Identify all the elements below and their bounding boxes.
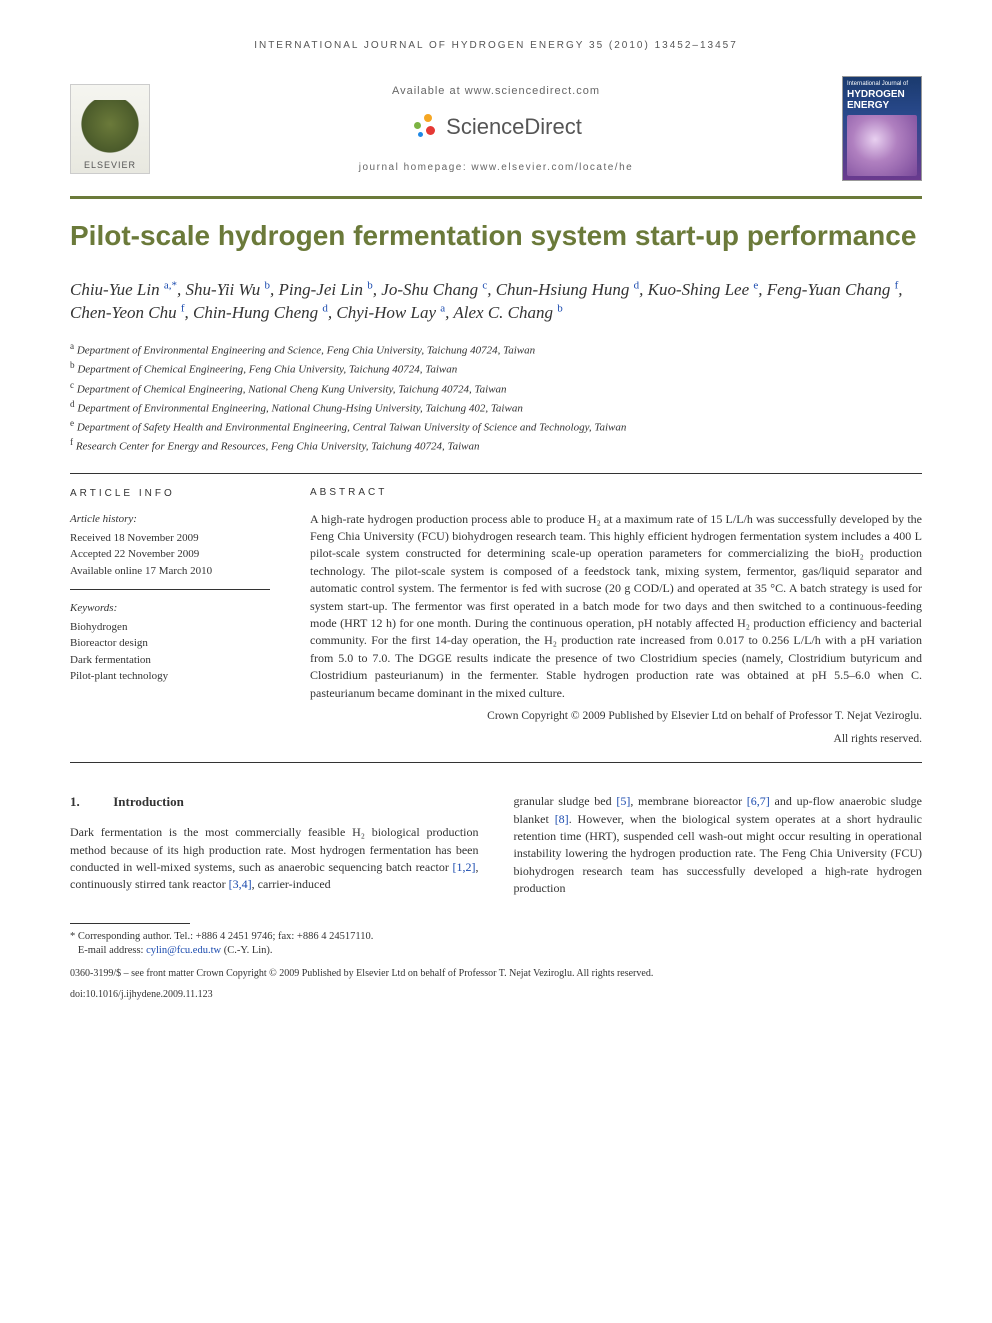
abstract-copyright-2: All rights reserved. (310, 731, 922, 748)
accepted-date: Accepted 22 November 2009 (70, 546, 270, 563)
email-label: E-mail address: (78, 945, 146, 956)
sciencedirect-dots-icon (410, 112, 440, 142)
ref-link[interactable]: [5] (616, 794, 630, 808)
body-col-right: granular sludge bed [5], membrane biorea… (514, 793, 923, 897)
online-date: Available online 17 March 2010 (70, 563, 270, 580)
journal-homepage: journal homepage: www.elsevier.com/locat… (150, 162, 842, 173)
received-date: Received 18 November 2009 (70, 530, 270, 547)
keyword: Pilot-plant technology (70, 668, 270, 685)
article-info: ARTICLE INFO Article history: Received 1… (70, 486, 270, 747)
abstract: ABSTRACT A high-rate hydrogen production… (310, 486, 922, 747)
cover-title-1: HYDROGEN (847, 89, 917, 100)
body-col-left: 1. Introduction Dark fermentation is the… (70, 793, 479, 897)
section-1-para-left: Dark fermentation is the most commercial… (70, 824, 479, 894)
cover-image (847, 115, 917, 176)
section-1-title: Introduction (113, 794, 184, 809)
affiliation: d Department of Environmental Engineerin… (70, 398, 922, 417)
section-1-num: 1. (70, 793, 110, 812)
affiliation: b Department of Chemical Engineering, Fe… (70, 359, 922, 378)
sciencedirect-logo: ScienceDirect (410, 112, 582, 142)
cover-title-2: ENERGY (847, 100, 917, 111)
elsevier-tree-icon (80, 100, 140, 160)
footer-copyright: 0360-3199/$ – see front matter Crown Cop… (70, 967, 922, 980)
sciencedirect-text: ScienceDirect (446, 114, 582, 140)
ref-link[interactable]: [1,2] (453, 860, 476, 874)
running-head: INTERNATIONAL JOURNAL OF HYDROGEN ENERGY… (70, 40, 922, 51)
email-who: (C.-Y. Lin). (221, 945, 272, 956)
ref-link[interactable]: [6,7] (747, 794, 770, 808)
article-info-head: ARTICLE INFO (70, 486, 270, 501)
cover-supertitle: International Journal of (847, 81, 917, 87)
ref-link[interactable]: [8] (555, 812, 569, 826)
abstract-copyright-1: Crown Copyright © 2009 Published by Else… (310, 708, 922, 725)
section-1-head: 1. Introduction (70, 793, 479, 812)
affiliation: a Department of Environmental Engineerin… (70, 340, 922, 359)
article-history: Article history: Received 18 November 20… (70, 511, 270, 590)
elsevier-logo: ELSEVIER (70, 84, 150, 174)
abstract-head: ABSTRACT (310, 486, 922, 501)
info-rule-top (70, 473, 922, 474)
keyword: Dark fermentation (70, 652, 270, 669)
history-label: Article history: (70, 511, 270, 528)
elsevier-label: ELSEVIER (84, 160, 136, 173)
abstract-text: A high-rate hydrogen production process … (310, 511, 922, 702)
header-box: ELSEVIER Available at www.sciencedirect.… (70, 76, 922, 181)
info-section: ARTICLE INFO Article history: Received 1… (70, 486, 922, 747)
authors: Chiu-Yue Lin a,*, Shu-Yii Wu b, Ping-Jei… (70, 278, 922, 326)
footer-doi: doi:10.1016/j.ijhydene.2009.11.123 (70, 988, 922, 1001)
article-title: Pilot-scale hydrogen fermentation system… (70, 219, 922, 253)
ref-link[interactable]: [3,4] (229, 877, 252, 891)
keyword: Bioreactor design (70, 635, 270, 652)
email-link[interactable]: cylin@fcu.edu.tw (146, 945, 221, 956)
section-1-para-right: granular sludge bed [5], membrane biorea… (514, 793, 923, 897)
available-at: Available at www.sciencedirect.com (150, 85, 842, 97)
journal-cover: International Journal of HYDROGEN ENERGY (842, 76, 922, 181)
affiliation: e Department of Safety Health and Enviro… (70, 417, 922, 436)
affiliations: a Department of Environmental Engineerin… (70, 340, 922, 455)
footer-rule (70, 923, 190, 924)
affiliation: c Department of Chemical Engineering, Na… (70, 379, 922, 398)
body-columns: 1. Introduction Dark fermentation is the… (70, 793, 922, 897)
keywords-label: Keywords: (70, 600, 270, 617)
title-rule (70, 196, 922, 199)
header-center: Available at www.sciencedirect.com Scien… (150, 85, 842, 173)
corresponding-author: * Corresponding author. Tel.: +886 4 245… (70, 930, 922, 945)
keywords-block: Keywords: BiohydrogenBioreactor designDa… (70, 600, 270, 685)
affiliation: f Research Center for Energy and Resourc… (70, 436, 922, 455)
email-line: E-mail address: cylin@fcu.edu.tw (C.-Y. … (70, 944, 922, 959)
body-rule (70, 762, 922, 763)
keyword: Biohydrogen (70, 619, 270, 636)
